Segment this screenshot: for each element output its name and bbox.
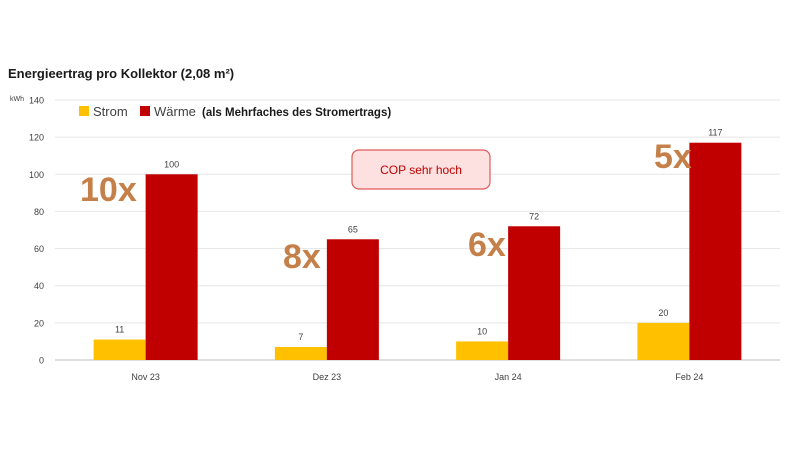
callout-box (351, 149, 491, 190)
y-tick-label: 40 (34, 281, 44, 291)
multiplier-label: 10x (80, 171, 137, 209)
callout-text: COP sehr hoch (380, 163, 462, 177)
data-label: 100 (164, 159, 179, 169)
x-tick-label: Nov 23 (131, 372, 160, 382)
bar-wärme (145, 174, 198, 360)
y-tick-label: 100 (29, 170, 44, 180)
x-tick-label: Feb 24 (675, 372, 703, 382)
y-tick-label: 20 (34, 318, 44, 328)
y-tick-label: 140 (29, 96, 44, 106)
y-tick-label: 0 (39, 356, 44, 366)
x-tick-label: Jan 24 (495, 372, 522, 382)
bar-strom (456, 341, 509, 360)
data-label: 20 (658, 308, 668, 318)
legend-note: (als Mehrfaches des Stromertrags) (202, 107, 391, 119)
bar-strom (637, 322, 690, 360)
multiplier-label: 6x (468, 226, 506, 264)
data-label: 10 (477, 326, 487, 336)
y-tick-label: 60 (34, 244, 44, 254)
data-label: 65 (348, 224, 358, 234)
data-label: 11 (115, 325, 124, 335)
bar-wärme (508, 226, 561, 360)
multiplier-label: 5x (654, 138, 692, 176)
y-tick-label: 120 (29, 133, 44, 143)
data-label: 7 (298, 332, 303, 342)
x-tick-label: Dez 23 (313, 372, 342, 382)
bar-wärme (326, 239, 379, 360)
bar-wärme (689, 142, 742, 360)
y-axis-label: kWh (10, 96, 24, 103)
legend-swatch-strom (79, 106, 89, 116)
y-tick-label: 80 (34, 207, 44, 217)
data-label: 72 (529, 211, 539, 221)
data-label: 117 (708, 128, 722, 138)
chart-title: Energieertrag pro Kollektor (2,08 m²) (8, 66, 235, 81)
legend-swatch-waerme (140, 106, 150, 116)
bar-strom (274, 347, 327, 360)
legend-label-strom: Strom (93, 104, 128, 119)
bar-strom (93, 339, 146, 360)
legend-label-waerme: Wärme (154, 104, 196, 119)
multiplier-label: 8x (283, 238, 321, 276)
